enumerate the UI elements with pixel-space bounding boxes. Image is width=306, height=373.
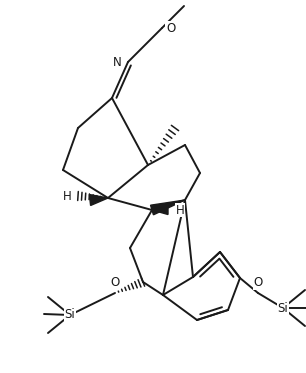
Polygon shape [152, 206, 168, 214]
Polygon shape [151, 200, 185, 215]
Text: Si: Si [65, 308, 75, 322]
Text: O: O [253, 276, 263, 289]
Text: Si: Si [278, 301, 288, 314]
Text: H: H [176, 204, 185, 216]
Text: O: O [110, 276, 120, 289]
Text: O: O [166, 22, 175, 34]
Text: H: H [63, 189, 72, 203]
Text: N: N [113, 56, 122, 69]
Polygon shape [89, 195, 108, 206]
